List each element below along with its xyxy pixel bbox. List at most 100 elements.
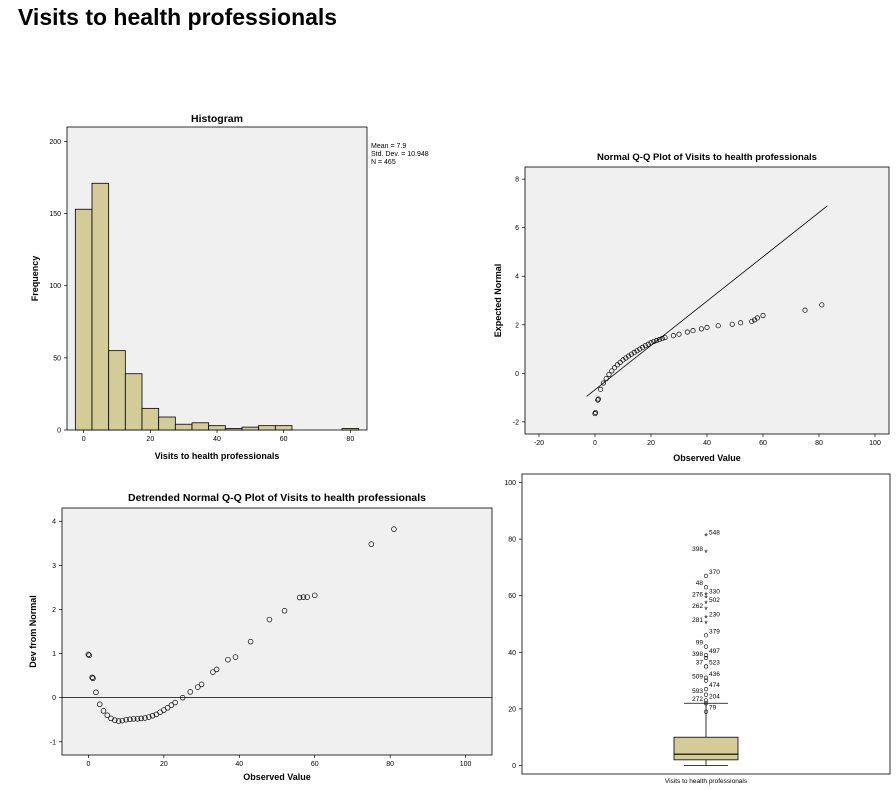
box-outlier-label: 523 (709, 659, 720, 666)
box-outlier-marker (703, 573, 709, 578)
detrended-point (100, 708, 107, 714)
detrended-y-tick-label: 3 (52, 563, 56, 570)
detrended-point (89, 674, 95, 681)
box-outlier-marker: * (704, 619, 708, 629)
detrended-point (311, 592, 318, 599)
detrended-point (90, 675, 96, 682)
qq-y-axis-label: Expected Normal (493, 264, 503, 338)
detrended-point (85, 651, 92, 658)
qq-point (628, 351, 634, 357)
histogram-bar (74, 208, 93, 431)
qq-point (631, 349, 637, 355)
histogram-x-tick-label: 20 (146, 436, 154, 443)
detrended-point (172, 699, 178, 706)
qq-y-tick-label: -2 (513, 419, 519, 426)
qq-point (656, 337, 662, 343)
detrended-point (187, 689, 193, 695)
box-outlier-marker (703, 585, 709, 590)
histogram-bar (258, 425, 276, 431)
histogram-bar (341, 428, 360, 431)
detrended-qq-plot: Detrended Normal Q-Q Plot of Visits to h… (28, 492, 493, 782)
histogram-x-tick-label: 60 (280, 436, 288, 443)
qq-point (595, 396, 601, 402)
histogram-stat: Mean = 7.9 (371, 143, 406, 150)
box-outlier-marker (703, 709, 709, 714)
qq-y-tick-label: 4 (515, 274, 519, 281)
qq-point (654, 338, 660, 344)
histogram-stat: Std. Dev. = 10.948 (371, 151, 429, 158)
box-outlier-marker: * (704, 613, 708, 623)
box-outlier-marker: * (704, 605, 708, 615)
qq-point (698, 326, 704, 332)
box-y-tick-label: 20 (508, 706, 516, 713)
qq-x-tick-label: 100 (869, 440, 881, 447)
qq-point (593, 410, 599, 416)
box-outlier-label: 276 (692, 592, 703, 599)
box-outlier-marker: * (704, 548, 708, 558)
detrended-point (304, 594, 310, 600)
box-outlier-marker (703, 633, 709, 638)
qq-point (659, 336, 665, 342)
detrended-x-axis-label: Observed Value (243, 772, 311, 782)
detrended-point (281, 608, 288, 614)
detrended-title: Detrended Normal Q-Q Plot of Visits to h… (128, 492, 426, 504)
detrended-point (168, 702, 175, 708)
histogram-bar (124, 373, 143, 431)
box-outlier-marker (703, 698, 709, 703)
normal-qq-plot: Normal Q-Q Plot of Visits to health prof… (493, 152, 890, 463)
qq-point (600, 380, 606, 386)
detrended-x-tick-label: 80 (386, 761, 394, 768)
qq-x-tick-label: 80 (815, 440, 823, 447)
histogram-bar (141, 407, 160, 431)
box-outlier-label: 593 (692, 688, 703, 695)
box-outlier-marker (703, 664, 709, 669)
qq-point (595, 397, 601, 403)
box-outlier-marker (703, 678, 709, 683)
detrended-point (93, 689, 99, 696)
qq-point (637, 346, 643, 352)
detrended-point (179, 694, 186, 701)
histogram-bar (274, 425, 293, 431)
qq-point (738, 320, 744, 326)
detrended-point (149, 712, 156, 719)
qq-y-tick-label: 6 (515, 225, 519, 232)
qq-point (651, 338, 657, 345)
box-y-tick-label: 100 (504, 480, 516, 487)
histogram-x-tick-label: 0 (82, 436, 86, 443)
box-outlier-marker (703, 675, 709, 680)
qq-y-tick-label: 8 (515, 177, 519, 184)
box-outlier-label: 99 (696, 640, 704, 647)
box-y-tick-label: 40 (508, 650, 516, 657)
box-y-tick-label: 60 (508, 593, 516, 600)
detrended-y-tick-label: 0 (52, 695, 56, 702)
detrended-y-tick-label: -1 (50, 739, 56, 746)
qq-point (704, 324, 710, 330)
qq-point (648, 340, 654, 346)
qq-point (676, 331, 682, 337)
detrended-point (96, 701, 103, 708)
qq-x-tick-label: -20 (534, 440, 544, 447)
box-outlier-label: 79 (709, 705, 717, 712)
qq-reference-line (586, 205, 828, 397)
detrended-point (119, 717, 126, 724)
detrended-x-tick-label: 0 (86, 761, 90, 768)
qq-point (634, 348, 640, 354)
box-iqr (673, 736, 739, 761)
detrended-point (210, 669, 216, 675)
detrended-point (225, 656, 231, 663)
box-outlier-label: 262 (692, 603, 703, 610)
box-outlier-label: 497 (709, 648, 720, 655)
qq-point (662, 335, 668, 341)
box-outlier-label: 398 (692, 546, 703, 553)
histogram-bar (241, 426, 260, 431)
box-outlier-label: 272 (692, 696, 703, 703)
box-outlier-label: 509 (692, 674, 703, 681)
detrended-point (247, 638, 254, 645)
qq-point (760, 312, 766, 319)
histogram-x-tick-label: 40 (213, 436, 221, 443)
qq-point (819, 302, 825, 308)
histogram-y-tick-label: 100 (49, 283, 61, 290)
box-outlier-marker (703, 692, 709, 697)
detrended-point (134, 716, 141, 722)
